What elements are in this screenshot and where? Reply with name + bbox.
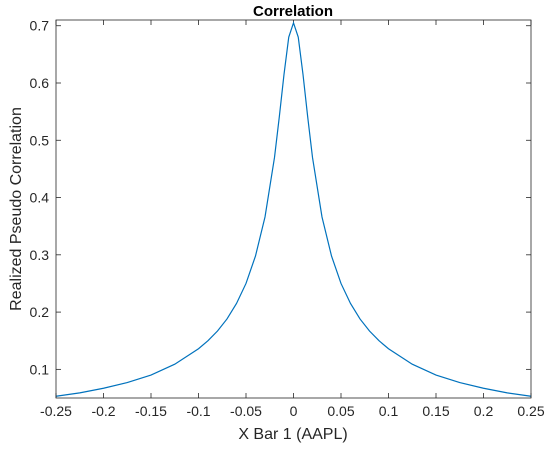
x-tick-label: -0.25 [40,403,72,419]
x-tick-label: -0.05 [230,403,262,419]
x-axis-label: X Bar 1 (AAPL) [238,426,347,443]
x-tick-label: 0.25 [517,403,544,419]
x-tick-label: 0 [290,403,298,419]
y-tick-label: 0.3 [30,247,50,263]
chart-title: Correlation [253,3,333,20]
y-axis-ticks: 0.1 0.2 0.3 0.4 0.5 0.6 0.7 [30,18,531,377]
y-tick-label: 0.5 [30,132,50,148]
plot-area [56,20,531,398]
y-tick-label: 0.2 [30,304,50,320]
x-tick-label: 0.15 [422,403,449,419]
x-tick-label: 0.05 [327,403,354,419]
y-tick-label: 0.4 [30,190,50,206]
x-tick-label: -0.2 [91,403,115,419]
y-tick-label: 0.1 [30,361,50,377]
x-tick-label: 0.1 [379,403,399,419]
x-tick-label: -0.15 [135,403,167,419]
x-axis-ticks: -0.25 -0.2 -0.15 -0.1 -0.05 0 0.05 0.1 0.15 0.2 0.… [40,20,545,419]
y-tick-label: 0.6 [30,75,50,91]
y-axis-label: Realized Pseudo Correlation [8,107,25,311]
correlation-curve [55,20,532,397]
y-tick-label: 0.7 [30,18,50,34]
x-tick-label: 0.2 [474,403,494,419]
x-tick-label: -0.1 [186,403,210,419]
axes-box [55,19,532,399]
